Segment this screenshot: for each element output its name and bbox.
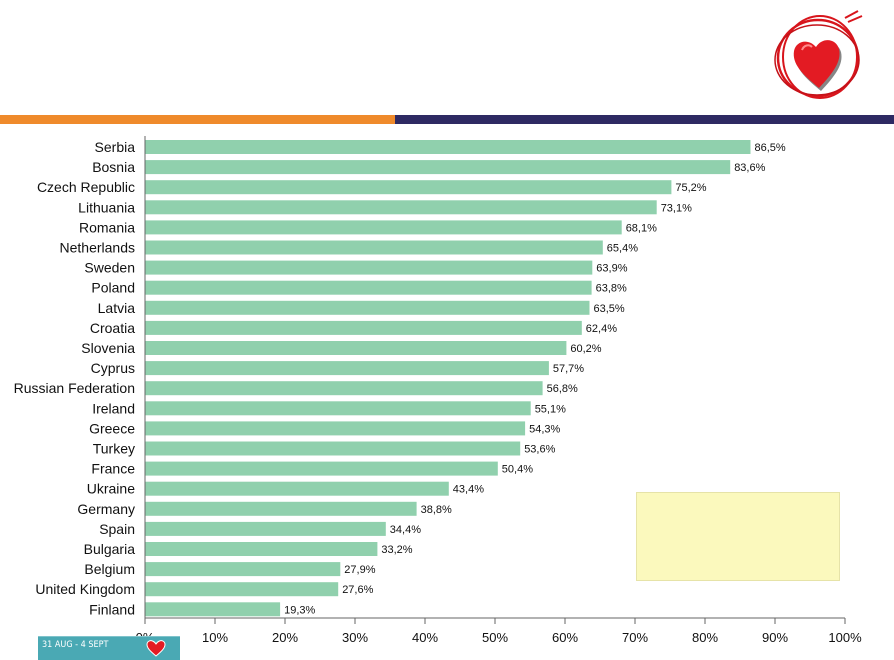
navy-divider-bar	[395, 115, 894, 124]
x-tick-label: 70%	[622, 630, 648, 645]
value-label: 62,4%	[586, 323, 617, 335]
bar	[145, 200, 657, 215]
x-tick-label: 100%	[828, 630, 862, 645]
value-label: 55,1%	[535, 403, 566, 415]
category-label: France	[91, 461, 135, 477]
bar	[145, 381, 543, 396]
category-label: United Kingdom	[35, 581, 135, 597]
value-label: 63,5%	[594, 303, 625, 315]
category-label: Slovenia	[81, 340, 135, 356]
category-label: Belgium	[84, 561, 135, 577]
bar	[145, 421, 526, 436]
bar	[145, 361, 549, 376]
bar	[145, 501, 417, 516]
bar	[145, 441, 521, 456]
value-label: 19,3%	[284, 604, 315, 616]
x-tick-label: 10%	[202, 630, 228, 645]
x-tick-label: 60%	[552, 630, 578, 645]
bar	[145, 160, 731, 175]
bar	[145, 582, 339, 597]
category-label: Bosnia	[92, 159, 135, 175]
bar	[145, 280, 592, 295]
footer-heart-icon	[146, 640, 166, 657]
value-label: 27,6%	[342, 584, 373, 596]
bar	[145, 140, 751, 154]
bar	[145, 240, 603, 255]
value-label: 27,9%	[344, 564, 375, 576]
category-label: Lithuania	[78, 199, 135, 215]
category-label: Turkey	[93, 441, 135, 457]
value-label: 65,4%	[607, 243, 638, 255]
value-label: 43,4%	[453, 484, 484, 496]
value-label: 54,3%	[529, 423, 560, 435]
value-label: 60,2%	[570, 343, 601, 355]
value-label: 38,8%	[421, 504, 452, 516]
x-tick-label: 20%	[272, 630, 298, 645]
x-tick-label: 80%	[692, 630, 718, 645]
category-label: Spain	[99, 521, 135, 537]
category-label: Cyprus	[91, 360, 135, 376]
category-label: Russian Federation	[14, 380, 135, 396]
category-label: Germany	[77, 501, 135, 517]
value-label: 83,6%	[734, 162, 765, 174]
category-label: Poland	[91, 280, 135, 296]
value-label: 68,1%	[626, 222, 657, 234]
category-label: Finland	[89, 601, 135, 617]
category-label: Latvia	[98, 300, 136, 316]
category-label: Ukraine	[87, 481, 135, 497]
value-label: 34,4%	[390, 524, 421, 536]
bar	[145, 401, 531, 416]
bar	[145, 602, 281, 617]
x-tick-label: 50%	[482, 630, 508, 645]
category-label: Romania	[79, 219, 135, 235]
value-label: 73,1%	[661, 202, 692, 214]
x-tick-label: 30%	[342, 630, 368, 645]
bar	[145, 542, 378, 556]
value-label: 57,7%	[553, 363, 584, 375]
bar	[145, 300, 590, 315]
x-tick-label: 90%	[762, 630, 788, 645]
bar	[145, 461, 498, 476]
category-label: Serbia	[95, 139, 136, 155]
category-label: Sweden	[84, 260, 135, 276]
value-label: 63,8%	[596, 283, 627, 295]
footer-thumbnail: 31 AUG - 4 SEPT	[38, 636, 180, 660]
footer-thumb-text: 31 AUG - 4 SEPT	[42, 640, 109, 650]
value-label: 75,2%	[675, 182, 706, 194]
value-label: 86,5%	[755, 142, 786, 154]
category-label: Croatia	[90, 320, 135, 336]
value-label: 33,2%	[381, 544, 412, 556]
bar	[145, 562, 341, 577]
category-label: Ireland	[92, 400, 135, 416]
x-tick-label: 40%	[412, 630, 438, 645]
value-label: 50,4%	[502, 464, 533, 476]
bar	[145, 180, 672, 195]
heart-logo-icon	[774, 10, 863, 99]
category-label: Greece	[89, 420, 135, 436]
bar	[145, 341, 567, 355]
category-label: Czech Republic	[37, 179, 135, 195]
value-label: 56,8%	[547, 383, 578, 395]
bar	[145, 260, 593, 275]
legend-box	[636, 492, 840, 581]
value-label: 63,9%	[596, 263, 627, 275]
orange-divider-bar	[0, 115, 395, 124]
bar	[145, 521, 386, 536]
category-label: Bulgaria	[84, 541, 136, 557]
bar	[145, 220, 622, 235]
category-label: Netherlands	[60, 240, 136, 256]
bar	[145, 320, 582, 335]
value-label: 53,6%	[524, 444, 555, 456]
bar	[145, 481, 449, 496]
